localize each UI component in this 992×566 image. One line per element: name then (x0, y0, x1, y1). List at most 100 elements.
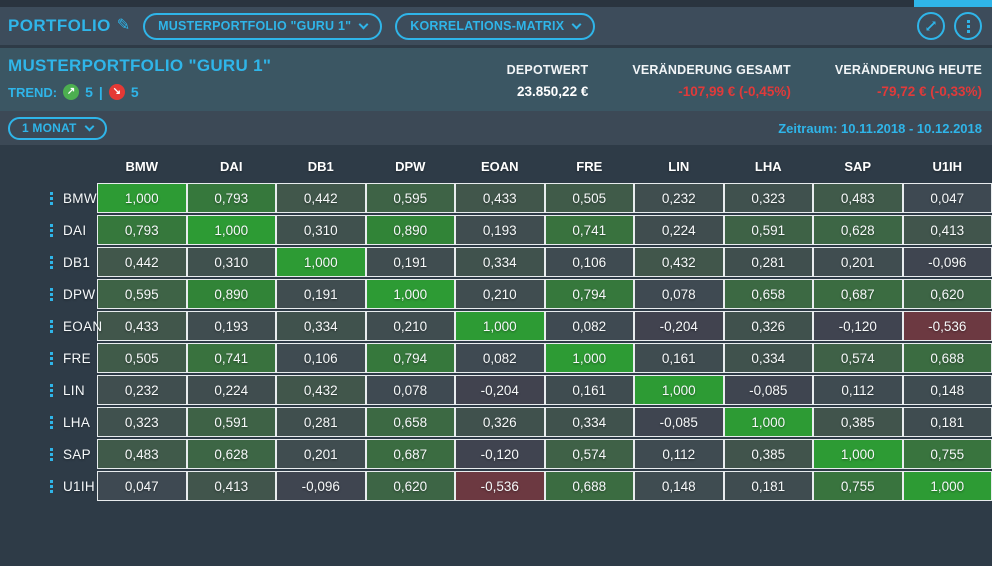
matrix-row-header: DAI (0, 215, 97, 245)
top-accent-bar (914, 0, 992, 7)
matrix-cell: 0,628 (186, 439, 276, 469)
matrix-row-label: FRE (63, 350, 91, 366)
matrix-row-label: U1IH (63, 478, 95, 494)
row-drag-handle-icon[interactable] (50, 255, 53, 269)
matrix-col-header: BMW (125, 158, 159, 174)
stat-veraenderung-heute: VERÄNDERUNG HEUTE -79,72 € (-0,33%) (835, 63, 982, 99)
matrix-col-header: FRE (576, 158, 603, 174)
matrix-cell: -0,096 (902, 247, 992, 277)
matrix-cell: 0,595 (365, 183, 455, 213)
matrix-cell: 0,201 (276, 439, 366, 469)
trend-row: TREND: ↗ 5 | ↘ 5 (8, 84, 271, 100)
matrix-cell: 0,793 (186, 183, 276, 213)
matrix-cell: 0,595 (97, 279, 187, 309)
row-drag-handle-icon[interactable] (50, 479, 53, 493)
matrix-cell: 1,000 (634, 375, 724, 405)
matrix-cell: 0,323 (97, 407, 187, 437)
matrix-row-header: DPW (0, 279, 97, 309)
matrix-corner-cell (0, 151, 97, 181)
matrix-cell: 0,483 (97, 439, 187, 469)
matrix-row-label: SAP (63, 446, 91, 462)
row-drag-handle-icon[interactable] (50, 447, 53, 461)
matrix-cell: 0,191 (276, 279, 366, 309)
row-drag-handle-icon[interactable] (50, 383, 53, 397)
period-dropdown[interactable]: 1 MONAT (8, 116, 107, 140)
trend-separator: | (98, 84, 103, 100)
matrix-cell: 0,591 (723, 215, 813, 245)
matrix-cell: 0,310 (186, 247, 276, 277)
row-drag-handle-icon[interactable] (50, 223, 53, 237)
matrix-row-label: BMW (63, 190, 97, 206)
chevron-down-icon (358, 19, 369, 29)
matrix-cell: 0,658 (723, 279, 813, 309)
stat-value: 23.850,22 € (517, 83, 589, 99)
matrix-cell: 0,505 (97, 343, 187, 373)
matrix-row-header: EOAN (0, 311, 102, 341)
chevron-down-icon (571, 19, 582, 29)
topbar-left: PORTFOLIO ✎ MUSTERPORTFOLIO "GURU 1" KOR… (8, 12, 596, 40)
matrix-cell: -0,204 (634, 311, 724, 341)
matrix-cell: 0,181 (723, 471, 813, 501)
matrix-cell: 0,181 (902, 407, 992, 437)
matrix-cell: 0,334 (455, 247, 545, 277)
row-drag-handle-icon[interactable] (50, 319, 53, 333)
matrix-cell: -0,120 (813, 311, 903, 341)
menu-button[interactable] (954, 12, 982, 40)
matrix-cell: 0,432 (276, 375, 366, 405)
stat-label: VERÄNDERUNG HEUTE (834, 62, 982, 77)
trend-down-count: 5 (130, 84, 139, 100)
row-drag-handle-icon[interactable] (50, 191, 53, 205)
matrix-cell: 0,210 (455, 279, 545, 309)
portfolio-dropdown[interactable]: MUSTERPORTFOLIO "GURU 1" (143, 12, 383, 40)
top-strip (0, 0, 992, 7)
stat-label: VERÄNDERUNG GESAMT (632, 62, 791, 77)
portfolio-title: MUSTERPORTFOLIO "GURU 1" (8, 56, 272, 75)
matrix-cell: 0,112 (813, 375, 903, 405)
matrix-cell: 0,106 (544, 247, 634, 277)
matrix-row-label: LIN (63, 382, 85, 398)
matrix-cell: 0,201 (813, 247, 903, 277)
summary-left: MUSTERPORTFOLIO "GURU 1" TREND: ↗ 5 | ↘ … (8, 56, 271, 105)
row-drag-handle-icon[interactable] (50, 287, 53, 301)
matrix-cell: 0,794 (544, 279, 634, 309)
trend-label: TREND: (8, 84, 58, 100)
matrix-cell: 0,688 (902, 343, 992, 373)
matrix-cell: 0,326 (723, 311, 813, 341)
matrix-cell: 0,687 (813, 279, 903, 309)
matrix-col-header: U1IH (932, 158, 963, 174)
matrix-cell: 0,323 (723, 183, 813, 213)
matrix-cell: 0,232 (634, 183, 724, 213)
expand-icon (926, 21, 936, 31)
kebab-menu-icon (966, 19, 970, 33)
chevron-down-icon (84, 121, 94, 131)
stat-value: -107,99 € (-0,45%) (678, 83, 791, 99)
matrix-row: U1IH 0,047 0,413 -0,096 0,620 -0,536 0,688 0,14… (0, 471, 992, 501)
matrix-row-header: LIN (0, 375, 97, 405)
stat-value: -79,72 € (-0,33%) (876, 83, 982, 99)
row-drag-handle-icon[interactable] (50, 351, 53, 365)
matrix-cell: 0,047 (902, 183, 992, 213)
matrix-cell: 0,106 (276, 343, 366, 373)
matrix-cell: 0,741 (186, 343, 276, 373)
matrix-row-label: DB1 (63, 254, 91, 270)
view-dropdown[interactable]: KORRELATIONS-MATRIX (395, 12, 596, 40)
matrix-row: DB1 0,442 0,310 1,000 0,191 0,334 0,106 0,432 0,… (0, 247, 992, 277)
matrix-cell: 0,232 (97, 375, 187, 405)
matrix-cell: -0,085 (634, 407, 724, 437)
matrix-row-header: FRE (0, 343, 97, 373)
matrix-cell: 0,755 (813, 471, 903, 501)
matrix-cell: 0,432 (634, 247, 724, 277)
matrix-cell: 0,112 (634, 439, 724, 469)
matrix-cell: 0,224 (634, 215, 724, 245)
edit-pencil-icon[interactable]: ✎ (116, 17, 131, 34)
matrix-col-header: SAP (844, 158, 872, 174)
matrix-row: SAP 0,483 0,628 0,201 0,687 -0,120 0,574 0,112 0… (0, 439, 992, 469)
matrix-row: DPW 0,595 0,890 0,191 1,000 0,210 0,794 0,078 0,… (0, 279, 992, 309)
matrix-cell: 1,000 (544, 343, 634, 373)
expand-button[interactable] (917, 12, 945, 40)
matrix-col-header: LIN (668, 158, 690, 174)
matrix-cell: 0,210 (365, 311, 455, 341)
matrix-cell: 0,191 (365, 247, 455, 277)
row-drag-handle-icon[interactable] (50, 415, 53, 429)
matrix-cell: 0,193 (186, 311, 276, 341)
